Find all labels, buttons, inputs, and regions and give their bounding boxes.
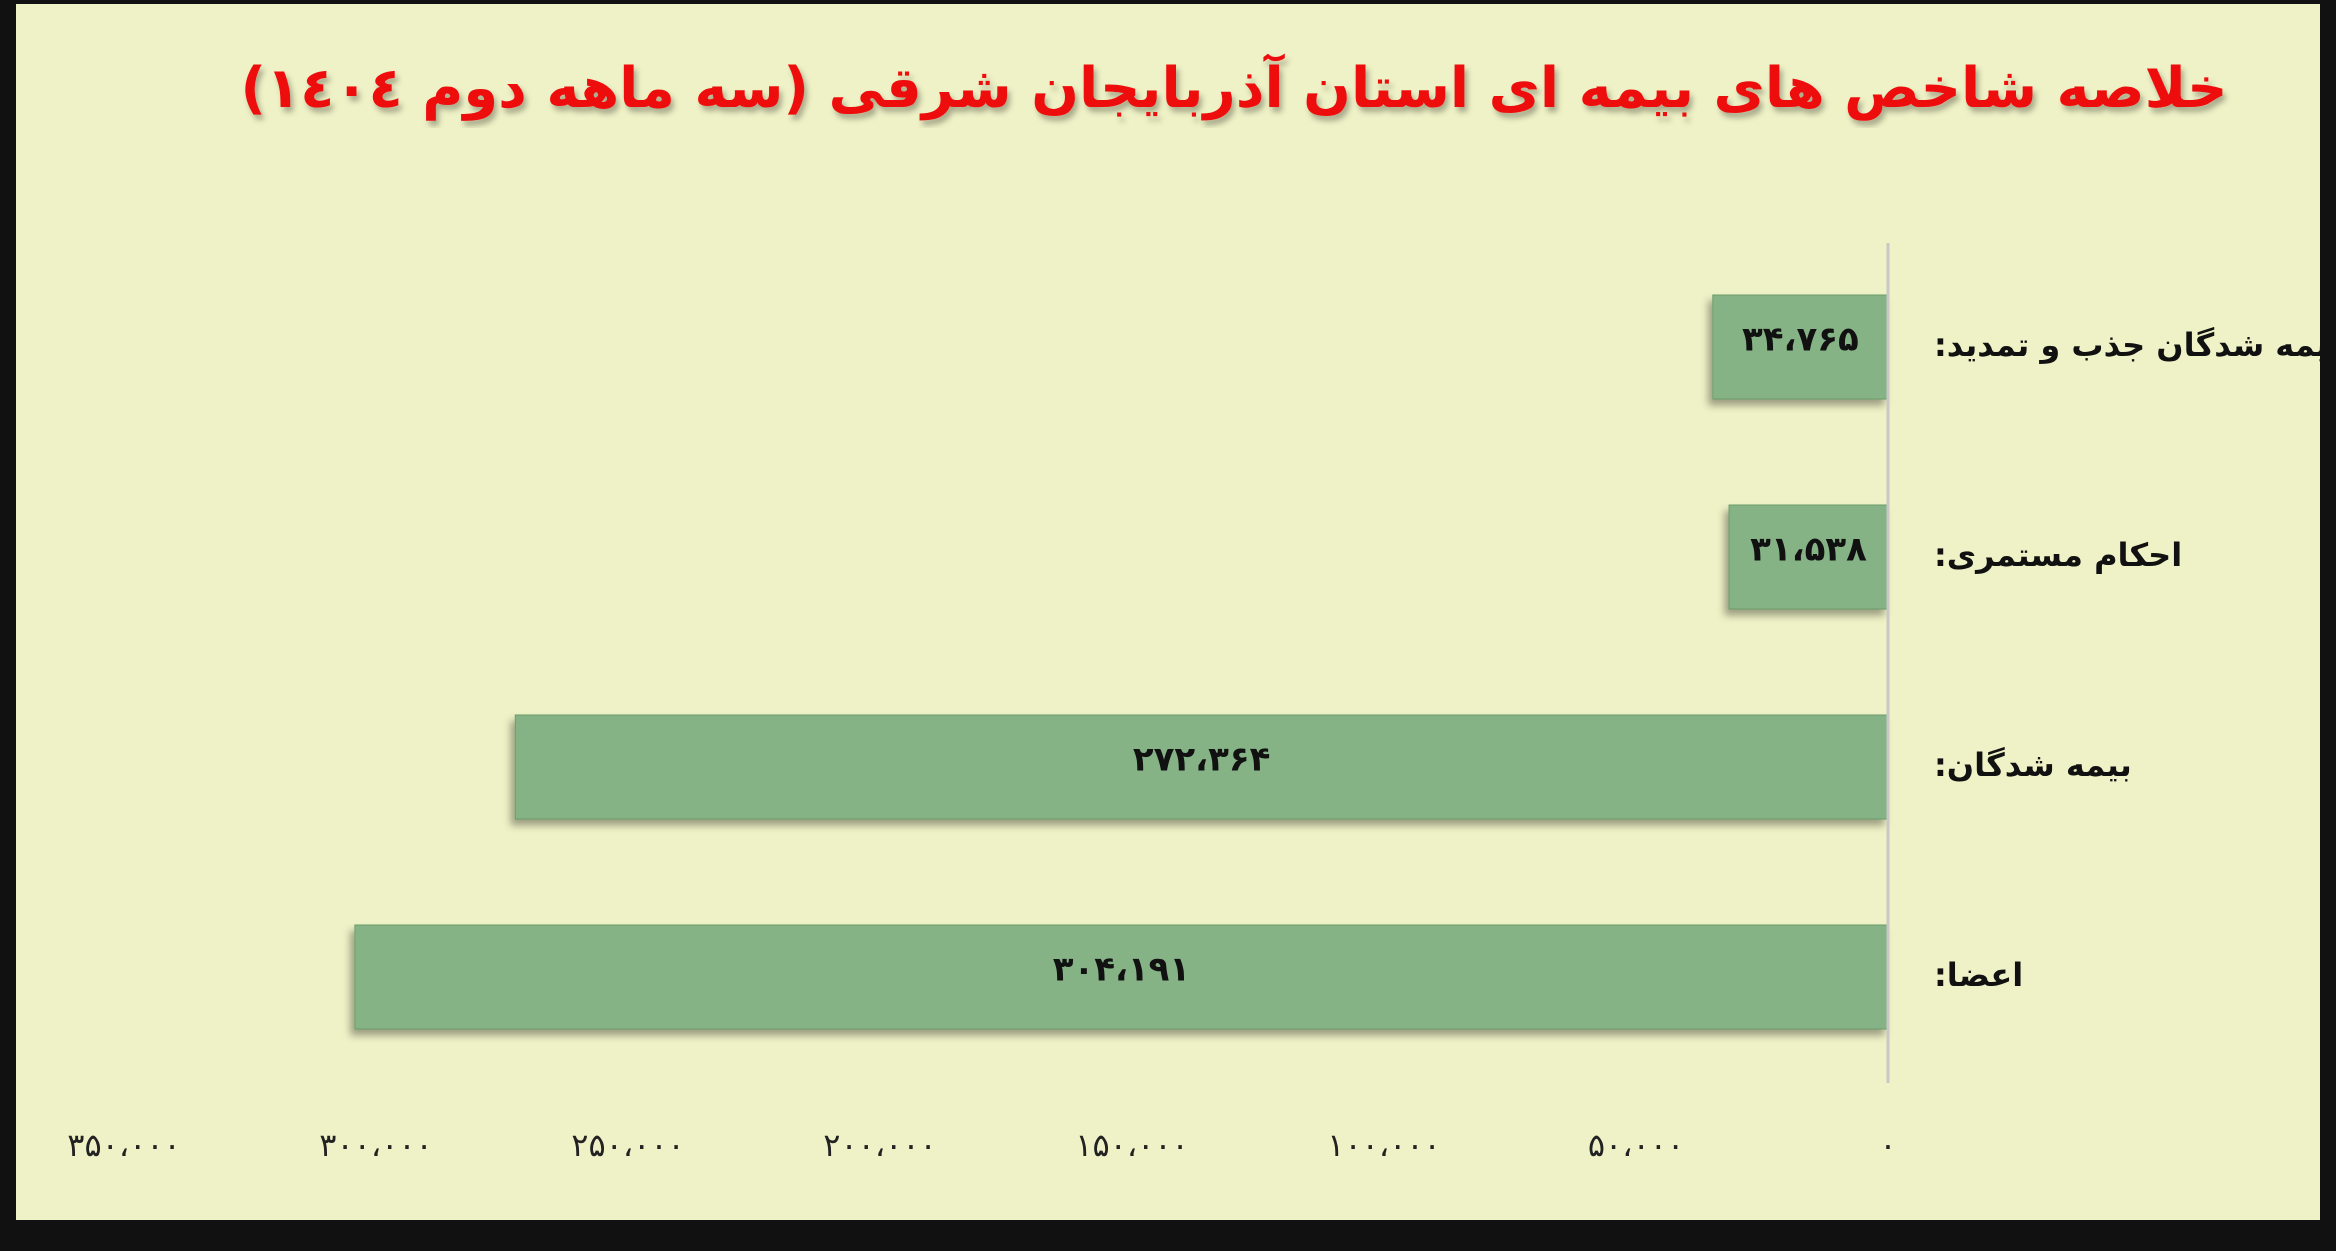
category-label: بیمه شدگان: bbox=[1934, 746, 2132, 784]
x-tick-label: ۵۰،۰۰۰ bbox=[1588, 1126, 1684, 1164]
x-tick-label: ۱۰۰،۰۰۰ bbox=[1327, 1126, 1440, 1164]
x-tick-label: ۳۰۰،۰۰۰ bbox=[319, 1126, 432, 1164]
bar bbox=[1728, 504, 1889, 610]
panel bbox=[16, 4, 2320, 1220]
value-label: ۳۰۴،۱۹۱ bbox=[1053, 950, 1190, 990]
x-tick-label: ۳۵۰،۰۰۰ bbox=[67, 1126, 180, 1164]
chart-title: خلاصه شاخص های بیمه ای استان آذربایجان ش… bbox=[241, 53, 2228, 121]
bar bbox=[354, 924, 1889, 1030]
x-tick-label: ۰ bbox=[1879, 1126, 1896, 1164]
category-label: اعضا: bbox=[1934, 956, 2023, 994]
category-label: بیمه شدگان جذب و تمدید: bbox=[1934, 326, 2336, 364]
bar bbox=[514, 714, 1889, 820]
value-label: ۲۷۲،۳۶۴ bbox=[1133, 740, 1270, 780]
x-tick-label: ۱۵۰،۰۰۰ bbox=[1075, 1126, 1188, 1164]
bar bbox=[1712, 294, 1889, 400]
category-label: احکام مستمری: bbox=[1934, 536, 2182, 574]
value-label: ۳۴،۷۶۵ bbox=[1742, 320, 1859, 360]
value-label: ۳۱،۵۳۸ bbox=[1750, 530, 1867, 570]
x-tick-label: ۲۰۰،۰۰۰ bbox=[823, 1126, 936, 1164]
x-tick-label: ۲۵۰،۰۰۰ bbox=[571, 1126, 684, 1164]
